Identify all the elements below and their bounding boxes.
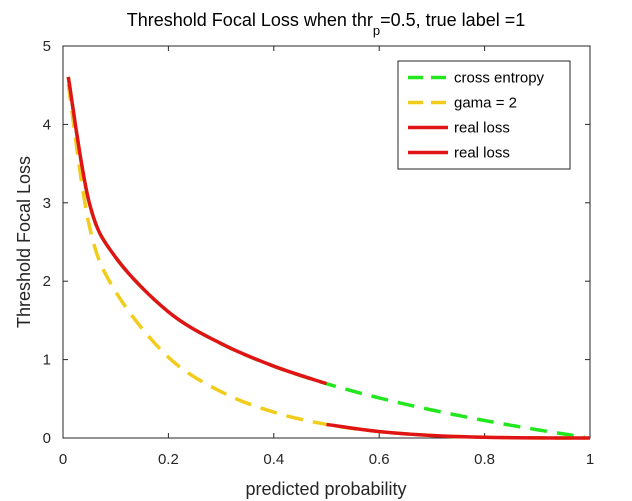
- y-tick-label: 4: [43, 116, 51, 133]
- chart-title-main: Threshold Focal Loss when thr: [127, 10, 373, 30]
- y-tick-label: 1: [43, 352, 51, 369]
- x-tick-label: 0: [59, 451, 67, 468]
- x-tick-label: 0.4: [263, 451, 284, 468]
- x-tick-label: 0.6: [369, 451, 390, 468]
- y-tick-label: 0: [43, 430, 51, 447]
- legend-label: cross entropy: [454, 70, 545, 87]
- y-tick-label: 2: [43, 273, 51, 290]
- x-axis-title: predicted probability: [245, 479, 406, 499]
- legend-label: real loss: [454, 145, 510, 162]
- x-tick-label: 0.8: [474, 451, 495, 468]
- series-layer: [66, 76, 591, 440]
- legend-label: gama = 2: [454, 95, 517, 112]
- y-tick-label: 3: [43, 195, 51, 212]
- series-line-3: [326, 422, 591, 440]
- legend-label: real loss: [454, 120, 510, 137]
- chart-title-subscript: p: [373, 23, 380, 38]
- y-axis-title: Threshold Focal Loss: [14, 156, 34, 328]
- y-tick-label: 5: [43, 38, 51, 55]
- x-tick-label: 1: [586, 451, 594, 468]
- chart-title-rest: =0.5, true label =1: [380, 10, 525, 30]
- x-tick-label: 0.2: [158, 451, 179, 468]
- ticks-layer: 0 0.2 0.4 0.6 0.8 1 0 1 2 3 4 5: [43, 38, 595, 468]
- legend: cross entropy gama = 2 real loss real loss: [397, 60, 571, 170]
- series-line-2: [66, 76, 328, 386]
- chart-title: Threshold Focal Loss when thrp=0.5, true…: [127, 10, 525, 38]
